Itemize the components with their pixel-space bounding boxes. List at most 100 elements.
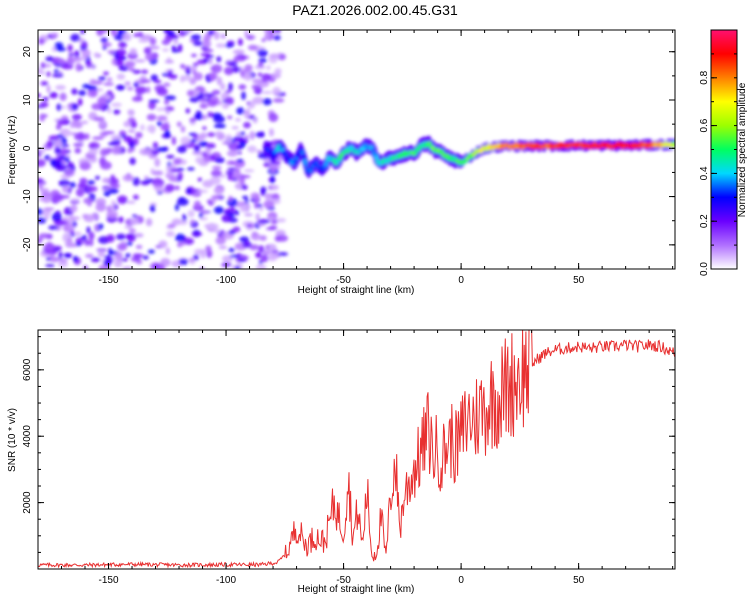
noise-blob [156,147,168,152]
noise-blob [90,157,98,162]
noise-blob [242,203,251,211]
noise-blob [78,90,87,96]
snr-series-line [38,330,675,569]
noise-blob [129,48,137,56]
ridge-core [301,154,306,159]
noise-blob [239,131,246,136]
noise-blob [87,89,98,98]
noise-blob [40,81,49,86]
snr-x-tick-label: 0 [458,575,464,586]
noise-blob [38,159,46,167]
noise-blob [152,264,160,269]
noise-blob [115,85,126,90]
noise-blob [61,147,67,157]
noise-blob [222,103,230,109]
noise-blob [224,208,231,214]
noise-blob [246,34,255,41]
noise-blob [270,219,278,224]
noise-blob [268,164,281,170]
noise-blob [80,42,88,48]
ridge-core [374,155,379,160]
noise-blob [236,107,245,115]
noise-blob [116,73,126,80]
noise-blob [154,158,161,167]
noise-blob [272,86,281,96]
noise-blob [244,64,253,72]
noise-blob [156,115,168,122]
noise-blob [117,30,123,36]
noise-blob [207,99,218,107]
noise-blob [38,67,43,75]
noise-blob [110,183,120,189]
noise-blob [56,103,62,111]
noise-blob [74,132,87,141]
noise-blob [169,168,181,173]
noise-blob [75,188,85,197]
noise-blob [185,67,191,76]
noise-blob [55,210,61,215]
noise-blob [193,144,200,153]
noise-blob [165,171,173,176]
noise-blob [275,218,287,223]
noise-blob [147,249,155,254]
noise-blob [131,96,143,102]
noise-blob [178,258,189,266]
noise-blob [146,113,157,121]
noise-blob [225,61,236,66]
noise-blob [158,263,166,269]
noise-blob [164,129,170,138]
noise-blob [140,124,145,131]
noise-blob [194,90,201,96]
noise-blob [73,142,84,147]
spectrogram-xlabel: Height of straight line (km) [298,285,415,296]
noise-blob [257,62,264,67]
noise-blob [268,113,279,122]
noise-blob [206,132,216,137]
noise-blob [255,252,262,259]
spectrogram-x-tick-label: -150 [99,275,119,286]
noise-blob [156,191,163,195]
noise-blob [231,66,241,73]
noise-blob [264,31,271,41]
noise-blob [71,113,82,121]
snr-frame [37,329,676,570]
noise-blob [224,134,233,143]
colorbar [710,29,738,270]
noise-blob [199,103,208,109]
noise-blob [88,238,94,247]
noise-blob [237,151,242,155]
noise-blob [73,231,82,237]
noise-blob [186,89,196,97]
noise-blob [209,176,221,185]
noise-blob [100,161,112,170]
noise-blob [64,168,75,177]
noise-blob [109,205,115,211]
noise-blob [153,80,162,84]
noise-blob [87,185,98,192]
noise-blob [70,33,81,42]
noise-blob [149,37,157,46]
noise-blob [148,45,160,50]
noise-blob [86,226,91,234]
noise-blob [258,260,263,265]
noise-blob [210,66,217,71]
noise-blob [63,253,72,258]
noise-blob [41,194,52,204]
snr-x-tick-label: 50 [573,575,585,586]
noise-blob [237,38,243,46]
noise-blob [89,79,97,85]
noise-blob [128,129,136,133]
noise-blob [242,241,252,248]
noise-blob [55,84,66,91]
noise-blob [258,245,265,253]
noise-blob [81,234,87,241]
noise-blob [249,100,256,109]
noise-blob [90,214,99,220]
noise-blob [113,109,121,115]
noise-blob [52,73,64,78]
noise-blob [134,59,146,63]
noise-blob [228,82,233,92]
noise-blob [101,42,112,47]
noise-blob [58,195,70,199]
noise-blob [129,140,135,150]
